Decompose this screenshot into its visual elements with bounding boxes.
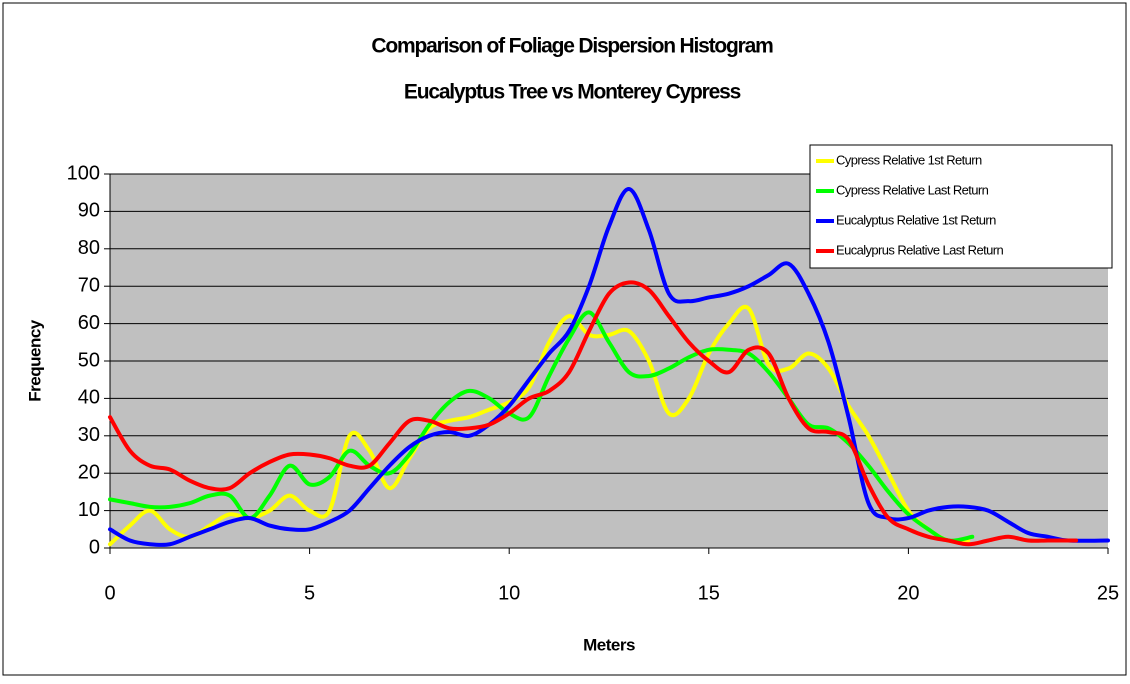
y-tick-label: 60: [78, 312, 100, 334]
x-tick-label: 10: [498, 582, 520, 604]
series-line: [108, 280, 1079, 547]
y-tick-label: 10: [78, 499, 100, 521]
x-tick-label: 20: [897, 582, 919, 604]
x-tick-label: 15: [698, 582, 720, 604]
chart-title: Comparison of Foliage Dispersion Histogr…: [371, 35, 773, 58]
x-axis-title: Meters: [583, 635, 635, 654]
y-axis-title: Frequency: [25, 319, 44, 402]
x-tick-label: 0: [104, 582, 115, 604]
series-line: [108, 186, 1110, 547]
legend-box: [809, 144, 1113, 269]
y-tick-label: 90: [78, 200, 100, 222]
x-tick-label: 5: [304, 582, 315, 604]
y-tick-label: 100: [67, 162, 100, 184]
y-tick-label: 30: [78, 424, 100, 446]
legend-label: Eucalyprus Relative Last Return: [836, 242, 1003, 257]
y-tick-label: 20: [78, 461, 100, 483]
chart-subtitle: Eucalyptus Tree vs Monterey Cypress: [404, 81, 741, 104]
legend: Cypress Relative 1st Return Cypress Relat…: [809, 144, 1113, 269]
y-tick-label: 0: [89, 536, 100, 558]
legend-label: Cypress Relative Last Return: [836, 182, 989, 197]
y-tick-label: 80: [78, 237, 100, 259]
x-tick-label: 25: [1097, 582, 1119, 604]
y-tick-label: 40: [78, 387, 100, 409]
y-tick-label: 50: [78, 349, 100, 371]
legend-label: Cypress Relative 1st Return: [836, 152, 982, 167]
y-tick-label: 70: [78, 274, 100, 296]
legend-label: Eucalyptus Relative 1st Return: [836, 212, 996, 227]
